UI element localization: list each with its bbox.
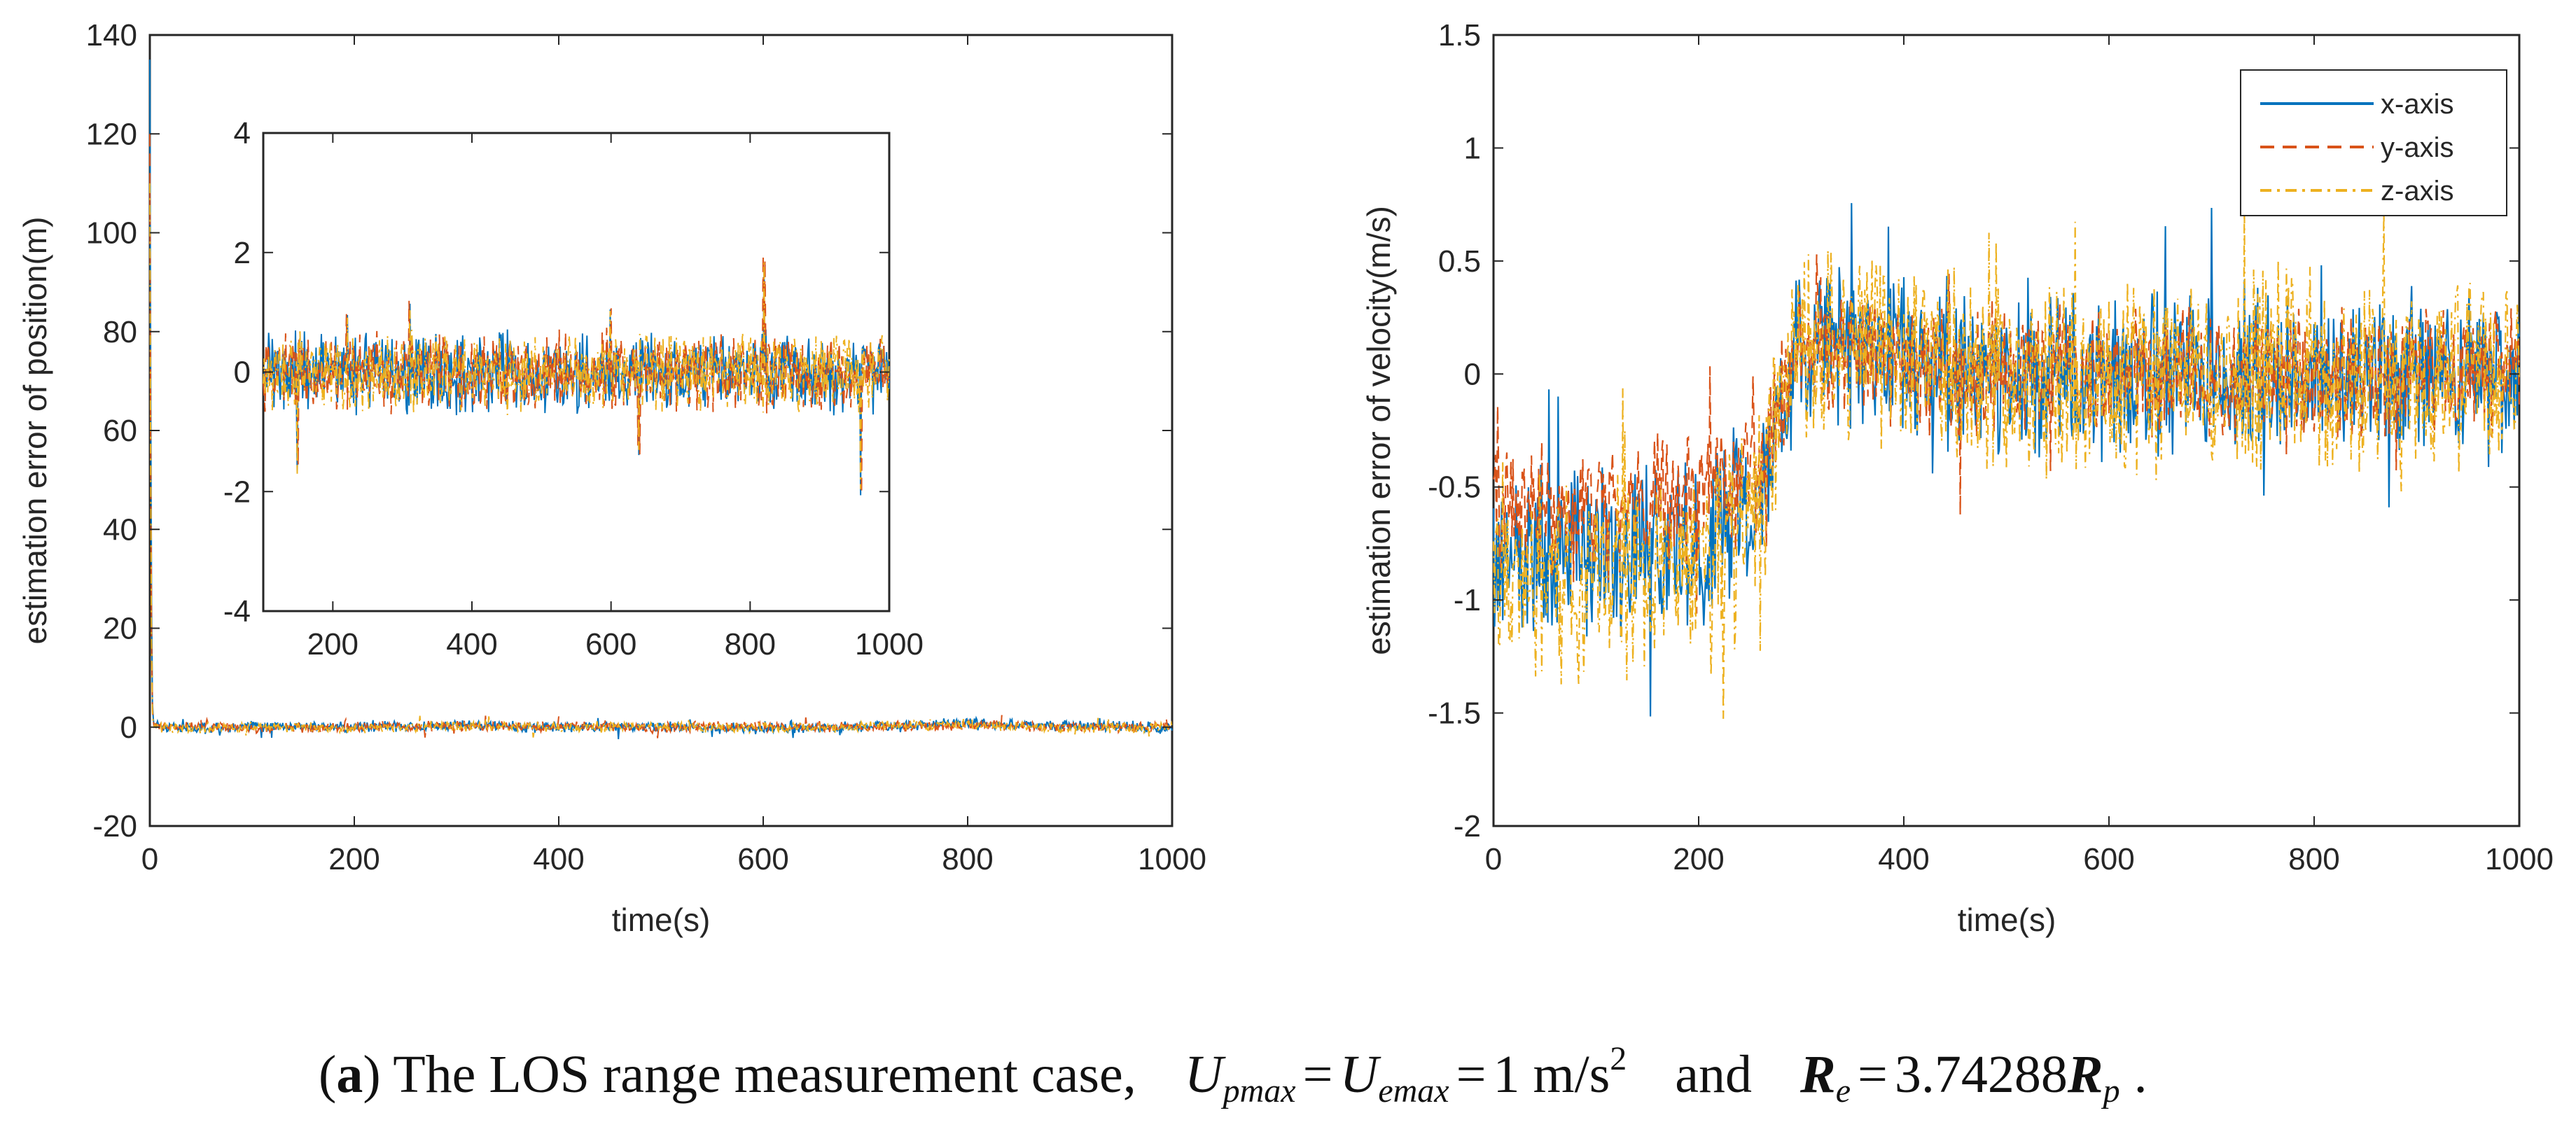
eq2-lhs-sub: e <box>1836 1072 1851 1110</box>
y-tick-label: 80 <box>103 315 137 349</box>
series-line-z-axis <box>1492 202 2521 719</box>
y-tick-label: -1.5 <box>1428 696 1481 731</box>
y-tick-label: -20 <box>92 809 137 844</box>
y-tick-label: -2 <box>223 475 251 509</box>
series-group <box>1492 202 2521 719</box>
x-tick-label: 800 <box>725 627 776 662</box>
x-tick-label: 0 <box>1485 842 1502 876</box>
legend-box <box>2240 69 2507 216</box>
x-axis-label: time(s) <box>1958 902 2056 938</box>
caption-text: The LOS range measurement case, <box>393 1045 1136 1104</box>
y-axis-label: estimation error of position(m) <box>17 217 53 645</box>
x-tick-label: 200 <box>307 627 358 662</box>
eq1-lhs: U <box>1185 1045 1226 1104</box>
y-tick-label: -1 <box>1454 583 1481 617</box>
y-tick-label: 0 <box>234 356 251 390</box>
eq2-value: 3.74288 <box>1895 1045 2068 1104</box>
legend-entry-z-axis: z-axis <box>2381 176 2453 206</box>
y-tick-label: 100 <box>86 216 137 251</box>
eq2-rhs: R <box>2067 1045 2103 1104</box>
x-tick-label: 1000 <box>2485 842 2554 876</box>
x-tick-label: 400 <box>446 627 497 662</box>
x-tick-label: 400 <box>533 842 584 876</box>
x-tick-label: 400 <box>1878 842 1929 876</box>
x-tick-label: 600 <box>2083 842 2134 876</box>
y-tick-label: 1.5 <box>1438 18 1481 52</box>
legend-entry-x-axis: x-axis <box>2381 89 2453 120</box>
figure-caption: (a) The LOS range measurement case, Upma… <box>319 1023 2147 1110</box>
x-tick-label: 600 <box>585 627 636 662</box>
tick-group: 0 200 400 600 800 1000 -2 -1.5 -1 -0.5 0 0.5 1 1.5 <box>1428 18 2554 876</box>
inset-series-group <box>263 255 890 496</box>
y-axis-label: estimation error of velocity(m/s) <box>1360 206 1397 655</box>
y-tick-label: 40 <box>103 512 137 547</box>
eq1-mid: U <box>1339 1045 1381 1104</box>
caption-period: . <box>2134 1045 2147 1104</box>
y-tick-label: 20 <box>103 612 137 646</box>
series-group <box>149 59 1173 739</box>
eq1-mid-sub: emax <box>1378 1072 1449 1110</box>
series-line-y-axis <box>1492 254 2521 614</box>
x-tick-label: 600 <box>737 842 788 876</box>
y-tick-label: 4 <box>234 116 251 150</box>
velocity-error-chart: 0 200 400 600 800 1000 -2 -1.5 -1 -0.5 0 0.5 1 1.5 ti… <box>1360 18 2554 938</box>
caption-conj: and <box>1675 1045 1752 1104</box>
y-tick-label: 0 <box>120 710 137 745</box>
eq2-rhs-sub: p <box>2101 1072 2120 1110</box>
series-line-series-1 <box>149 134 1173 738</box>
series-line-series-2 <box>149 183 1173 738</box>
y-tick-label: 1 <box>1464 131 1481 165</box>
x-tick-label: 200 <box>1673 842 1724 876</box>
eq1-value: 1 m/s <box>1493 1045 1610 1104</box>
x-tick-label: 1000 <box>1138 842 1206 876</box>
y-tick-label: -2 <box>1454 809 1481 844</box>
eq1-power: 2 <box>1610 1040 1627 1077</box>
inset-series-line-2 <box>263 262 890 489</box>
x-tick-label: 800 <box>2288 842 2339 876</box>
caption-label: a <box>336 1045 363 1104</box>
x-axis-label: time(s) <box>612 902 711 938</box>
x-tick-label: 800 <box>942 842 993 876</box>
y-tick-label: 140 <box>86 18 137 52</box>
y-tick-label: -0.5 <box>1428 470 1481 505</box>
eq1-lhs-sub: pmax <box>1221 1072 1296 1110</box>
y-tick-label: 0 <box>1464 357 1481 391</box>
x-tick-label: 200 <box>328 842 380 876</box>
inset-tick-group: 200 400 600 800 1000 -4 -2 0 2 4 <box>223 116 924 662</box>
eq2-lhs: R <box>1799 1045 1836 1104</box>
legend: x-axis y-axis z-axis <box>2240 69 2507 216</box>
legend-entry-y-axis: y-axis <box>2381 132 2453 163</box>
y-tick-label: 2 <box>234 236 251 270</box>
y-tick-label: 120 <box>86 117 137 151</box>
x-tick-label: 1000 <box>855 627 924 662</box>
y-tick-label: 0.5 <box>1438 244 1481 279</box>
y-tick-label: -4 <box>223 594 251 629</box>
inset-chart: 200 400 600 800 1000 -4 -2 0 2 4 <box>223 116 924 662</box>
x-tick-label: 0 <box>141 842 158 876</box>
y-tick-label: 60 <box>103 414 137 448</box>
